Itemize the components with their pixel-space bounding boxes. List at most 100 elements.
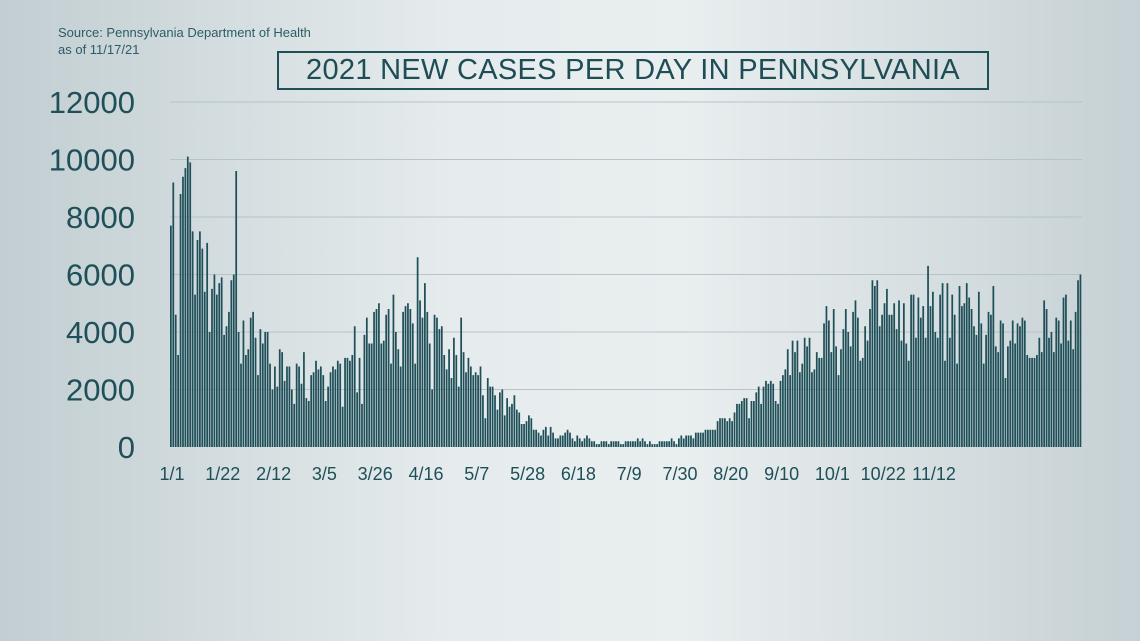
bar	[939, 294, 942, 448]
bar	[1045, 309, 1048, 447]
bar	[472, 375, 475, 448]
bar	[201, 248, 204, 447]
bar	[404, 306, 407, 448]
bars	[170, 156, 1082, 448]
bar	[755, 392, 758, 448]
bar	[336, 360, 339, 447]
bar	[332, 366, 334, 447]
bar	[806, 346, 808, 448]
bar	[228, 311, 230, 448]
bar	[424, 283, 426, 448]
bar	[438, 329, 441, 448]
x-tick-label: 7/30	[662, 464, 697, 484]
bar	[881, 314, 883, 447]
bar	[784, 369, 787, 448]
x-tick-label: 7/9	[617, 464, 642, 484]
bar	[496, 409, 499, 448]
bar	[711, 429, 714, 447]
bar	[469, 366, 472, 447]
bar	[1023, 320, 1026, 447]
bar	[820, 357, 823, 448]
bar	[837, 375, 840, 448]
bar	[1011, 320, 1014, 447]
bar	[876, 280, 879, 447]
bar	[844, 309, 847, 447]
bar	[680, 435, 683, 447]
bar	[1019, 326, 1021, 447]
bar	[811, 372, 813, 447]
bar	[644, 441, 646, 447]
bar	[658, 441, 661, 447]
bar	[726, 421, 729, 448]
bar	[312, 372, 315, 447]
bar	[593, 441, 596, 447]
bar	[1072, 349, 1075, 447]
bar	[1026, 355, 1029, 447]
bar	[646, 444, 649, 448]
bar	[288, 366, 291, 447]
bar	[489, 386, 492, 448]
bar	[462, 352, 465, 448]
bar	[750, 401, 753, 447]
bar	[503, 415, 506, 448]
bar	[1079, 274, 1082, 447]
bar	[252, 311, 254, 448]
bar	[482, 395, 484, 447]
bar	[929, 306, 932, 448]
bar	[924, 337, 927, 447]
bar	[636, 438, 639, 448]
bar	[789, 375, 792, 448]
bar	[598, 444, 600, 448]
bar	[927, 265, 929, 448]
bar	[353, 326, 356, 447]
bar	[1077, 280, 1079, 447]
bar	[571, 438, 574, 448]
x-tick-label: 1/1	[159, 464, 184, 484]
bar	[825, 306, 828, 448]
bar	[912, 294, 915, 448]
bar	[573, 441, 576, 447]
bar	[919, 317, 922, 448]
bar	[344, 357, 346, 448]
bar	[407, 303, 409, 447]
bar	[315, 360, 317, 447]
bar	[230, 280, 233, 447]
bar	[382, 340, 385, 448]
x-tick-label: 6/18	[561, 464, 596, 484]
bar	[859, 360, 862, 447]
bar	[794, 352, 796, 448]
bar	[460, 317, 463, 448]
bar	[542, 429, 545, 447]
bar	[547, 435, 550, 447]
bar	[392, 294, 395, 448]
bar	[196, 240, 199, 447]
bar	[682, 438, 685, 448]
bar	[861, 357, 864, 448]
bar	[232, 274, 235, 447]
bar	[317, 369, 320, 448]
bar	[249, 317, 252, 448]
bar	[259, 329, 262, 448]
bar	[888, 314, 891, 447]
bar	[189, 162, 192, 448]
bar	[1007, 346, 1009, 448]
bar	[525, 421, 528, 448]
bar	[864, 326, 867, 447]
bar	[1067, 340, 1070, 448]
bar	[852, 311, 854, 448]
bar	[818, 357, 821, 448]
bar	[324, 401, 327, 447]
bar	[416, 257, 419, 447]
bar	[632, 441, 634, 447]
bar	[607, 444, 610, 448]
bar	[385, 314, 388, 447]
bar	[237, 332, 240, 447]
bar	[390, 363, 392, 448]
bar	[714, 429, 717, 447]
bar	[1014, 343, 1017, 447]
bar	[199, 231, 201, 448]
bar	[753, 401, 755, 447]
bar	[561, 435, 564, 447]
bar	[557, 438, 559, 448]
y-tick-label: 6000	[66, 258, 135, 293]
